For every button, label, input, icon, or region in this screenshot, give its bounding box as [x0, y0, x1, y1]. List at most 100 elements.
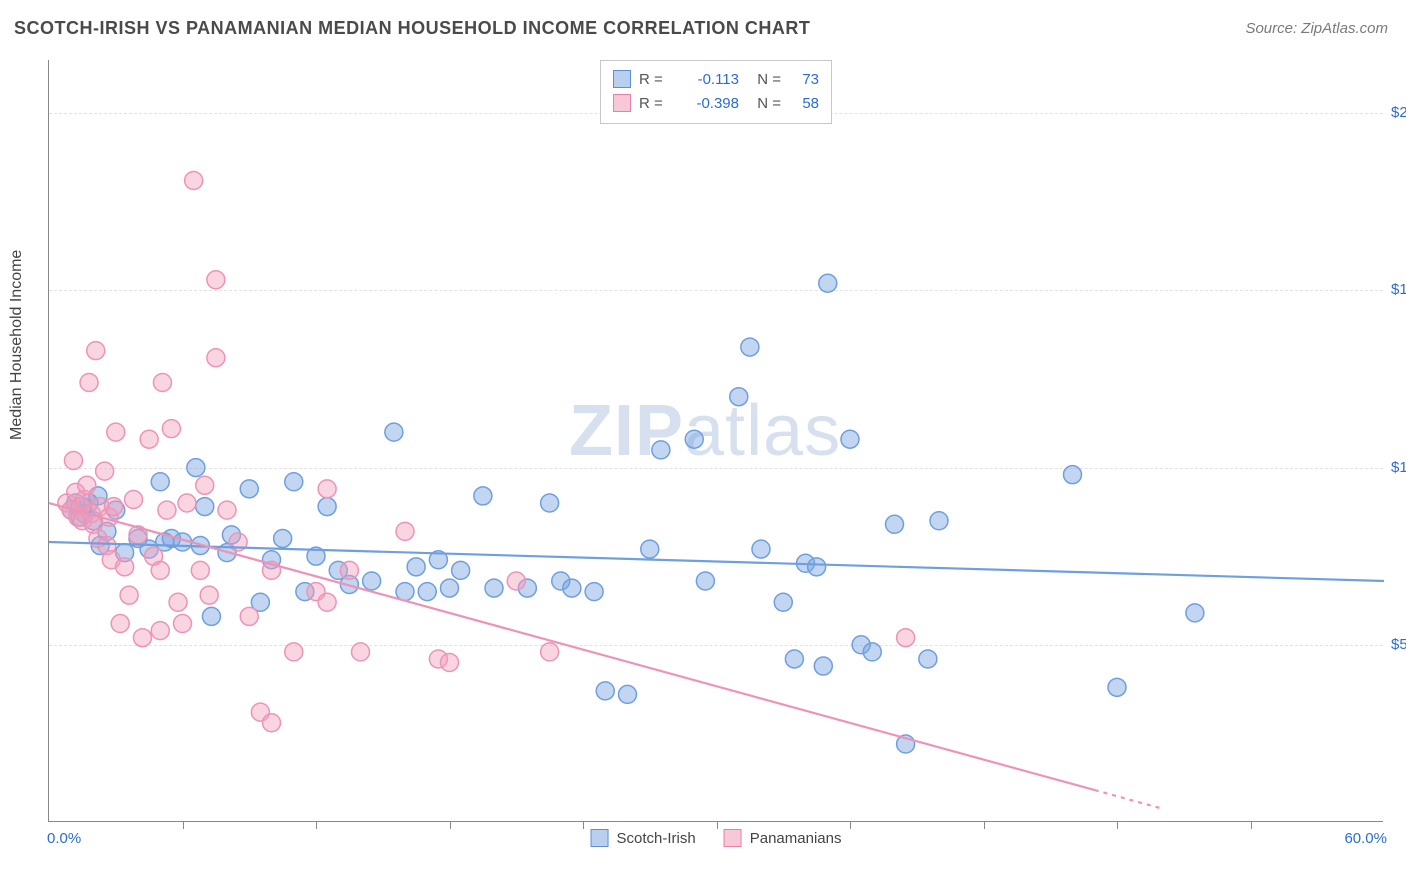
data-point: [730, 388, 748, 406]
y-tick-label: $50,000: [1391, 636, 1406, 653]
data-point: [240, 607, 258, 625]
data-point: [352, 643, 370, 661]
data-point: [485, 579, 503, 597]
data-point: [619, 685, 637, 703]
data-point: [1108, 678, 1126, 696]
data-point: [407, 558, 425, 576]
data-point: [1186, 604, 1204, 622]
swatch-series2: [613, 94, 631, 112]
r-label: R =: [639, 71, 669, 88]
data-point: [151, 622, 169, 640]
data-point: [87, 342, 105, 360]
data-point: [200, 586, 218, 604]
data-point: [340, 561, 358, 579]
legend: Scotch-Irish Panamanians: [591, 829, 842, 847]
data-point: [507, 572, 525, 590]
n-label: N =: [747, 71, 781, 88]
y-tick-label: $200,000: [1391, 104, 1406, 121]
data-point: [785, 650, 803, 668]
data-point: [385, 423, 403, 441]
trend-line-dashed: [1095, 790, 1162, 808]
x-axis-min-label: 0.0%: [47, 830, 81, 847]
data-point: [396, 522, 414, 540]
data-point: [207, 271, 225, 289]
data-point: [151, 561, 169, 579]
data-point: [585, 583, 603, 601]
source-credit: Source: ZipAtlas.com: [1245, 20, 1388, 37]
data-point: [133, 629, 151, 647]
plot-area: ZIPatlas $50,000$100,000$150,000$200,000…: [48, 60, 1383, 822]
n-value-series1: 73: [789, 71, 819, 88]
chart-svg: [49, 60, 1383, 821]
data-point: [151, 473, 169, 491]
data-point: [174, 615, 192, 633]
y-tick-label: $100,000: [1391, 459, 1406, 476]
data-point: [107, 423, 125, 441]
data-point: [140, 430, 158, 448]
legend-swatch-series1: [591, 829, 609, 847]
data-point: [116, 558, 134, 576]
data-point: [318, 480, 336, 498]
data-point: [318, 593, 336, 611]
data-point: [886, 515, 904, 533]
data-point: [196, 498, 214, 516]
data-point: [196, 476, 214, 494]
data-point: [930, 512, 948, 530]
data-point: [541, 494, 559, 512]
r-value-series2: -0.398: [677, 95, 739, 112]
data-point: [863, 643, 881, 661]
swatch-series1: [613, 70, 631, 88]
trend-line: [49, 542, 1384, 581]
legend-swatch-series2: [724, 829, 742, 847]
data-point: [274, 529, 292, 547]
data-point: [418, 583, 436, 601]
data-point: [120, 586, 138, 604]
data-point: [808, 558, 826, 576]
data-point: [474, 487, 492, 505]
trend-line: [49, 503, 1095, 790]
legend-label-series1: Scotch-Irish: [617, 830, 696, 847]
data-point: [685, 430, 703, 448]
y-tick-label: $150,000: [1391, 281, 1406, 298]
legend-item-series2: Panamanians: [724, 829, 842, 847]
data-point: [111, 615, 129, 633]
data-point: [218, 501, 236, 519]
data-point: [1064, 466, 1082, 484]
n-value-series2: 58: [789, 95, 819, 112]
data-point: [774, 593, 792, 611]
data-point: [596, 682, 614, 700]
data-point: [641, 540, 659, 558]
data-point: [105, 498, 123, 516]
data-point: [819, 274, 837, 292]
x-axis-max-label: 60.0%: [1344, 830, 1387, 847]
data-point: [263, 714, 281, 732]
data-point: [318, 498, 336, 516]
data-point: [441, 654, 459, 672]
data-point: [169, 593, 187, 611]
data-point: [919, 650, 937, 668]
data-point: [162, 420, 180, 438]
data-point: [207, 349, 225, 367]
data-point: [240, 480, 258, 498]
data-point: [541, 643, 559, 661]
data-point: [185, 172, 203, 190]
n-label: N =: [747, 95, 781, 112]
data-point: [96, 462, 114, 480]
data-point: [897, 629, 915, 647]
data-point: [285, 643, 303, 661]
data-point: [78, 476, 96, 494]
y-axis-label: Median Household Income: [8, 250, 26, 440]
legend-label-series2: Panamanians: [750, 830, 842, 847]
data-point: [191, 561, 209, 579]
data-point: [178, 494, 196, 512]
data-point: [187, 459, 205, 477]
data-point: [563, 579, 581, 597]
data-point: [153, 374, 171, 392]
stats-row-series2: R = -0.398 N = 58: [613, 91, 819, 115]
chart-title: SCOTCH-IRISH VS PANAMANIAN MEDIAN HOUSEH…: [14, 18, 810, 39]
data-point: [80, 374, 98, 392]
stats-row-series1: R = -0.113 N = 73: [613, 67, 819, 91]
data-point: [841, 430, 859, 448]
r-value-series1: -0.113: [677, 71, 739, 88]
data-point: [202, 607, 220, 625]
